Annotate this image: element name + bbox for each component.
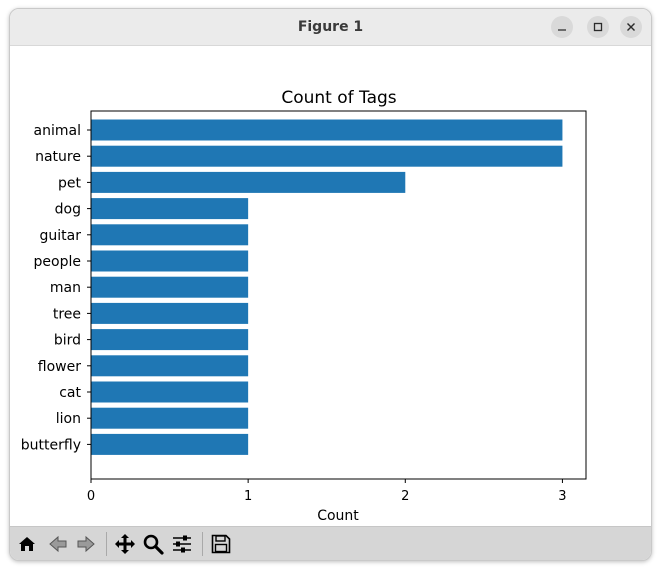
x-tick-label: 3 (558, 489, 566, 504)
y-tick-label: tree (53, 306, 81, 322)
window-title: Figure 1 (297, 19, 364, 35)
y-tick-label: man (50, 280, 81, 296)
toolbar-separator (202, 532, 203, 556)
x-tick-label: 0 (87, 489, 95, 504)
minimize-icon (558, 29, 566, 31)
configure-subplots-button[interactable] (169, 532, 195, 556)
close-icon (627, 23, 635, 31)
save-button[interactable] (208, 532, 234, 556)
home-button[interactable] (14, 532, 40, 556)
bar-dog (91, 198, 249, 220)
bar-tree (91, 302, 249, 324)
bar-lion (91, 407, 249, 429)
home-icon (19, 537, 35, 551)
y-tick-label: guitar (40, 228, 82, 244)
y-tick-label: bird (54, 333, 81, 349)
back-button[interactable] (45, 532, 71, 556)
navigation-toolbar (10, 526, 651, 560)
plot-frame (90, 110, 587, 480)
y-tick-label: dog (55, 202, 81, 218)
y-axis-ticks: animal nature pet dog guitar people man tree bir… (21, 123, 91, 453)
y-tick-label: lion (56, 411, 81, 427)
bar-pet (91, 171, 406, 193)
bar-guitar (91, 224, 249, 246)
bar-flower (91, 355, 249, 377)
y-tick-label: pet (58, 175, 82, 191)
y-tick-label: animal (34, 123, 81, 139)
x-tick-label: 1 (244, 489, 252, 504)
y-tick-label: people (34, 254, 81, 270)
bars-group (91, 119, 563, 455)
forward-button[interactable] (73, 532, 99, 556)
maximize-icon (593, 22, 603, 32)
pan-button[interactable] (112, 532, 138, 556)
back-arrow-icon (49, 535, 67, 553)
bar-cat (91, 381, 249, 403)
title-bar[interactable]: Figure 1 (10, 9, 651, 46)
forward-arrow-icon (77, 535, 95, 553)
toolbar-separator (106, 532, 107, 556)
minimize-button[interactable] (551, 16, 573, 38)
zoom-magnifier-icon (143, 534, 164, 555)
maximize-button[interactable] (587, 16, 609, 38)
close-button[interactable] (620, 16, 642, 38)
y-tick-label: nature (35, 149, 81, 165)
bar-man (91, 276, 249, 298)
chart-title: Count of Tags (281, 88, 396, 108)
zoom-button[interactable] (140, 532, 166, 556)
bar-people (91, 250, 249, 272)
bar-bird (91, 329, 249, 351)
y-tick-label: butterfly (21, 437, 81, 453)
pan-move-icon (115, 534, 135, 554)
figure-window: Figure 1 Count of Tags animal nature pet do… (9, 8, 652, 561)
save-floppy-icon (211, 534, 231, 554)
x-axis-ticks: 0 1 2 3 (87, 479, 567, 504)
x-axis-label: Count (317, 508, 359, 524)
y-tick-label: cat (59, 385, 81, 401)
y-tick-label: flower (38, 359, 81, 375)
configure-subplots-icon (173, 535, 191, 553)
bar-nature (91, 145, 563, 167)
bar-animal (91, 119, 563, 141)
bar-butterfly (91, 433, 249, 455)
x-tick-label: 2 (401, 489, 409, 504)
bar-chart: Count of Tags animal nature pet dog guitar pe… (21, 88, 587, 524)
figure-canvas: Count of Tags animal nature pet dog guitar pe… (10, 46, 651, 526)
